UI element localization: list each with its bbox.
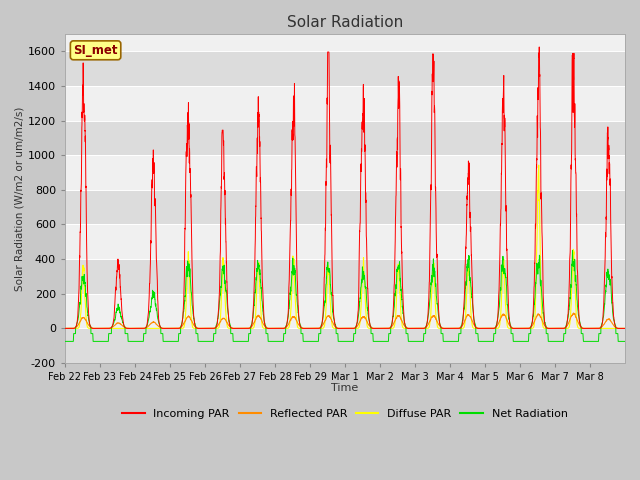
Bar xyxy=(65,225,625,259)
Legend: Incoming PAR, Reflected PAR, Diffuse PAR, Net Radiation: Incoming PAR, Reflected PAR, Diffuse PAR… xyxy=(118,405,572,423)
Bar xyxy=(65,155,625,190)
Bar xyxy=(65,259,625,294)
Bar xyxy=(65,190,625,225)
Title: Solar Radiation: Solar Radiation xyxy=(287,15,403,30)
Bar xyxy=(65,328,625,363)
Bar xyxy=(65,120,625,155)
Bar xyxy=(65,86,625,120)
Text: SI_met: SI_met xyxy=(74,44,118,57)
Bar xyxy=(65,51,625,86)
X-axis label: Time: Time xyxy=(332,384,358,394)
Bar xyxy=(65,294,625,328)
Y-axis label: Solar Radiation (W/m2 or um/m2/s): Solar Radiation (W/m2 or um/m2/s) xyxy=(15,106,25,291)
